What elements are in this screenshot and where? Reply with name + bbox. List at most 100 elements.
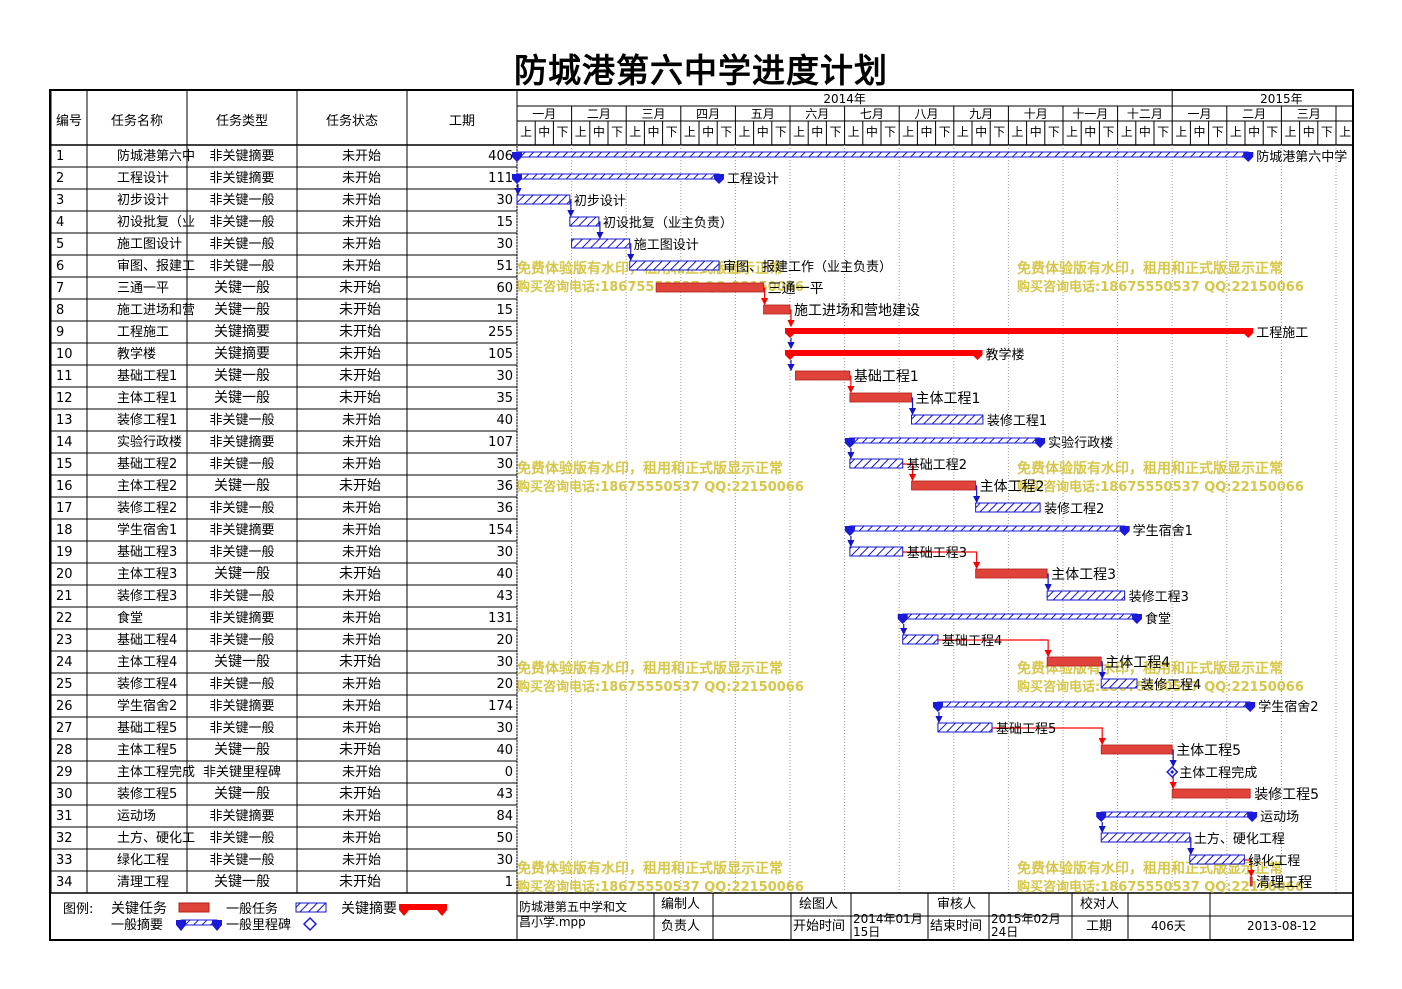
footer-editor-label: 编制人 <box>661 897 700 912</box>
row-task-status: 未开始 <box>339 566 381 582</box>
critical-task-bar <box>1249 876 1253 887</box>
row-id: 26 <box>56 699 73 714</box>
gantt-frame: 编号 任务名称 任务类型 任务状态 工期 2014年 2015年 一月上中下二月上中下三月上中… <box>49 89 1354 941</box>
row-duration: 174 <box>488 699 513 714</box>
decade-label: 上 <box>629 125 641 139</box>
decade-label: 上 <box>1284 125 1296 139</box>
task-bar <box>975 502 1041 513</box>
row-id: 9 <box>56 325 64 340</box>
summary-bar <box>516 151 1249 158</box>
footer-duration-label: 工期 <box>1086 919 1112 934</box>
row-id: 16 <box>56 479 73 494</box>
row-task-name: 装修工程1 <box>117 413 177 428</box>
row-task-type: 关键一般 <box>214 280 270 296</box>
row-duration: 20 <box>496 633 513 648</box>
row-id: 4 <box>56 215 64 230</box>
footer-start-value: 15日 <box>853 925 880 939</box>
watermark-line1: 免费体验版有水印，租用和正式版显示正常 <box>517 460 783 477</box>
row-task-name: 审图、报建工 <box>117 259 195 274</box>
row-id: 14 <box>56 435 73 450</box>
footer-start-value: 2014年01月 <box>853 912 923 926</box>
row-task-name: 基础工程1 <box>117 369 177 384</box>
row-task-name: 基础工程5 <box>117 721 177 736</box>
row-id: 11 <box>56 369 73 384</box>
decade-label: 上 <box>520 125 532 139</box>
summary-start-cap <box>844 438 855 448</box>
row-id: 17 <box>56 501 73 516</box>
row-task-type: 非关键一般 <box>209 632 274 648</box>
row-task-type: 非关键一般 <box>209 258 274 274</box>
row-duration: 131 <box>488 611 513 626</box>
bar-label: 基础工程3 <box>907 546 967 561</box>
watermark-line2: 购买咨询电话:18675550537 QQ:22150066 <box>517 679 804 695</box>
bar-label: 装修工程3 <box>1129 590 1189 605</box>
bar-label: 三通一平 <box>768 281 824 297</box>
row-task-type: 关键摘要 <box>214 323 270 340</box>
watermark-line2: 购买咨询电话:18675550537 QQ:22150066 <box>1017 879 1304 895</box>
month-label: 二月 <box>587 107 611 121</box>
row-task-type: 关键一般 <box>214 874 270 890</box>
decade-label: 下 <box>829 125 841 139</box>
row-task-status: 未开始 <box>339 390 381 406</box>
row-task-type: 关键一般 <box>214 742 270 758</box>
decade-label: 上 <box>1011 125 1023 139</box>
task-bar <box>849 458 904 469</box>
row-id: 1 <box>56 149 64 164</box>
legend-critical-summary-caps <box>399 904 447 916</box>
row-id: 28 <box>56 743 73 758</box>
task-bar <box>571 238 631 249</box>
row-task-type: 关键一般 <box>214 654 270 670</box>
row-task-status: 未开始 <box>342 831 381 846</box>
row-duration: 107 <box>488 435 513 450</box>
bar-label: 装修工程1 <box>987 414 1047 429</box>
row-task-type: 关键一般 <box>214 478 270 494</box>
decade-label: 中 <box>702 124 714 139</box>
task-bar <box>516 194 571 205</box>
row-task-name: 学生宿舍2 <box>117 698 177 714</box>
summary-bar <box>902 613 1138 620</box>
row-task-status: 未开始 <box>342 589 381 604</box>
milestone-diamond-core <box>1170 770 1175 774</box>
footer-end-label: 结束时间 <box>930 919 982 934</box>
month-label: 三月 <box>641 107 665 121</box>
row-task-type: 非关键一般 <box>209 500 274 516</box>
row-task-name: 工程设计 <box>117 171 169 186</box>
row-task-name: 初步设计 <box>117 193 169 208</box>
row-task-name: 工程施工 <box>117 325 169 340</box>
critical-task-bar <box>911 480 977 491</box>
row-id: 22 <box>56 611 73 626</box>
row-task-status: 未开始 <box>342 809 381 824</box>
row-duration: 30 <box>496 853 513 868</box>
row-id: 23 <box>56 633 73 648</box>
row-task-name: 运动场 <box>117 809 156 824</box>
bar-label: 工程施工 <box>1256 326 1308 341</box>
row-task-status: 未开始 <box>339 368 381 384</box>
legend-critical-summary-swatch <box>403 904 443 910</box>
decade-label: 下 <box>1266 125 1278 139</box>
bar-label: 土方、硬化工程 <box>1194 831 1285 847</box>
task-bar <box>1100 832 1191 843</box>
row-id: 12 <box>56 391 73 406</box>
row-task-name: 装修工程4 <box>117 677 177 692</box>
row-task-name: 施工图设计 <box>117 237 182 252</box>
watermark-line1: 免费体验版有水印，租用和正式版显示正常 <box>517 860 783 877</box>
row-duration: 15 <box>496 303 513 318</box>
row-task-status: 未开始 <box>339 302 381 318</box>
bar-label: 主体工程1 <box>916 391 981 407</box>
decade-label: 上 <box>738 125 750 139</box>
header-task-name: 任务名称 <box>111 113 163 129</box>
row-task-type: 非关键一般 <box>209 852 274 868</box>
row-task-type: 关键摘要 <box>214 345 270 362</box>
decade-label: 中 <box>866 124 878 139</box>
summary-start-cap <box>785 350 795 360</box>
row-task-name: 土方、硬化工 <box>117 830 195 846</box>
decade-label: 上 <box>902 125 914 139</box>
row-task-name: 装修工程2 <box>117 501 177 516</box>
summary-end-cap <box>1243 328 1254 338</box>
row-duration: 105 <box>488 347 513 362</box>
watermark-line2: 购买咨询电话:18675550537 QQ:22150066 <box>1017 479 1304 495</box>
row-duration: 30 <box>496 655 513 670</box>
row-duration: 60 <box>496 281 513 296</box>
month-label: 八月 <box>914 107 938 121</box>
row-task-type: 非关键一般 <box>209 676 274 692</box>
